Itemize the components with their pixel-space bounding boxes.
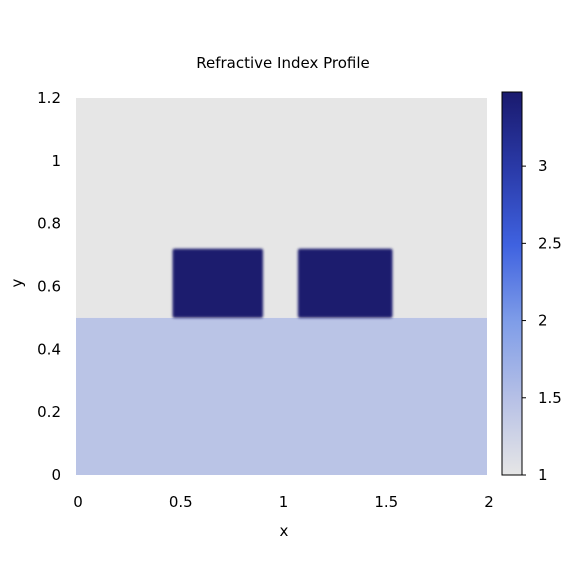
- heatmap-region-block-3: [297, 248, 393, 318]
- y-tick-label: 0: [51, 466, 61, 484]
- x-tick-label: 1: [279, 493, 289, 511]
- heatmap-region-substrate-1: [76, 317, 487, 475]
- y-tick-label: 0.6: [37, 278, 61, 296]
- x-tick-label: 2: [484, 493, 494, 511]
- y-tick-label: 1: [51, 152, 61, 170]
- y-axis-ticks: 0 0.2 0.4 0.6 0.8 1 1.2: [37, 89, 61, 484]
- colorbar-tick-label: 2.5: [538, 234, 562, 252]
- colorbar-tick-label: 3: [538, 157, 548, 175]
- y-tick-label: 0.4: [37, 340, 61, 358]
- colorbar-tick-label: 2: [538, 312, 548, 330]
- x-axis-ticks: 0 0.5 1 1.5 2: [73, 475, 494, 511]
- y-tick-label: 0.8: [37, 215, 61, 233]
- colorbar: 1 1.5 2 2.5 3: [501, 91, 562, 484]
- y-tick-label: 0.2: [37, 403, 61, 421]
- x-tick-label: 0.5: [169, 493, 193, 511]
- heatmap-plot-area: [76, 98, 487, 475]
- heatmap-region-block-2: [172, 248, 264, 318]
- x-axis-label: x: [280, 522, 289, 540]
- colorbar-gradient: [501, 91, 523, 476]
- colorbar-tick-label: 1.5: [538, 389, 562, 407]
- x-tick-label: 0: [73, 493, 83, 511]
- colorbar-tick-label: 1: [538, 466, 548, 484]
- y-tick-label: 1.2: [37, 89, 61, 107]
- y-axis-label: y: [8, 278, 26, 287]
- x-tick-label: 1.5: [374, 493, 398, 511]
- heatmap-region-background-0: [76, 98, 487, 318]
- chart-title: Refractive Index Profile: [196, 54, 370, 72]
